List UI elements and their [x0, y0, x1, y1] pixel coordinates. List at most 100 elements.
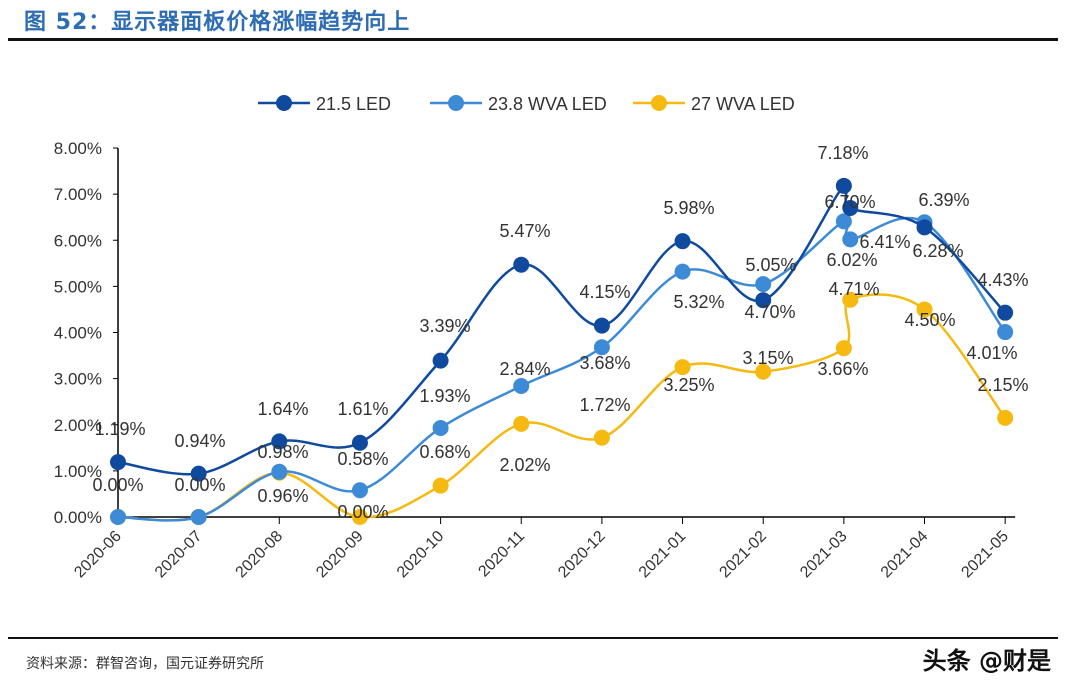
data-point: [842, 291, 859, 308]
data-label: 5.05%: [745, 255, 796, 275]
legend-marker: [448, 95, 464, 111]
x-tick-label: 2021-03: [797, 528, 851, 582]
data-label: 6.70%: [824, 192, 875, 212]
source-note: 资料来源：群智咨询，国元证券研究所: [26, 656, 264, 672]
data-point: [674, 263, 691, 280]
y-tick-label: 3.00%: [54, 370, 102, 389]
data-point: [190, 465, 207, 482]
data-label: 0.00%: [174, 475, 225, 495]
data-label: 5.32%: [673, 292, 724, 312]
data-point: [432, 477, 449, 494]
data-point: [190, 509, 207, 525]
data-label: 3.15%: [742, 348, 793, 368]
legend-label: 23.8 WVA LED: [488, 94, 607, 114]
y-tick-label: 8.00%: [54, 139, 102, 158]
series-21-5-led: [110, 177, 1014, 482]
data-point: [432, 419, 449, 436]
data-label: 4.15%: [579, 282, 630, 302]
data-point: [110, 454, 126, 471]
series-line: [117, 293, 1007, 522]
data-point: [997, 324, 1014, 341]
data-label: 1.64%: [257, 399, 308, 419]
data-point: [755, 363, 772, 380]
data-label: 4.01%: [966, 343, 1017, 363]
line-chart: 0.00%1.00%2.00%3.00%4.00%5.00%6.00%7.00%…: [54, 94, 1029, 582]
data-label: 3.25%: [663, 375, 714, 395]
data-label: 1.19%: [94, 419, 145, 439]
data-point: [271, 463, 288, 480]
data-point: [755, 276, 772, 293]
data-label: 3.39%: [419, 316, 470, 336]
legend-item: 27 WVA LED: [633, 94, 795, 114]
x-tick-label: 2020-11: [475, 528, 528, 581]
data-point: [513, 256, 530, 273]
legend-marker: [651, 95, 667, 111]
y-tick-label: 5.00%: [54, 277, 102, 296]
data-point: [351, 434, 368, 451]
data-label: 7.18%: [817, 143, 868, 163]
data-label: 0.68%: [419, 442, 470, 462]
data-label: 4.43%: [977, 270, 1028, 290]
x-tick-label: 2020-09: [313, 528, 367, 582]
data-point: [916, 301, 933, 318]
y-tick-label: 1.00%: [54, 462, 102, 481]
data-point: [513, 378, 530, 395]
x-tick-label: 2020-10: [394, 528, 448, 582]
x-tick-label: 2020-08: [233, 528, 287, 582]
data-point: [351, 509, 368, 525]
legend-marker: [276, 95, 292, 111]
data-label: 6.28%: [912, 241, 963, 261]
data-label: 0.94%: [174, 431, 225, 451]
legend-item: 21.5 LED: [258, 94, 391, 114]
top-divider: [8, 38, 1058, 41]
data-point: [593, 317, 610, 334]
data-label: 0.00%: [337, 502, 388, 522]
data-point: [674, 359, 691, 376]
data-point: [835, 340, 852, 357]
y-tick-label: 6.00%: [54, 231, 102, 250]
x-tick-label: 2021-04: [878, 528, 932, 582]
x-tick-label: 2020-06: [71, 528, 125, 582]
data-point: [835, 213, 852, 230]
data-point: [513, 415, 530, 432]
figure-title: 图 52：显示器面板价格涨幅趋势向上: [24, 10, 411, 35]
data-label: 4.71%: [828, 279, 879, 299]
data-point: [997, 409, 1014, 426]
y-tick-label: 4.00%: [54, 324, 102, 343]
data-point: [271, 433, 288, 450]
data-label: 0.98%: [257, 442, 308, 462]
data-label: 4.70%: [744, 302, 795, 322]
data-label: 5.98%: [663, 198, 714, 218]
data-label: 0.58%: [337, 449, 388, 469]
data-point: [842, 199, 859, 216]
y-tick-label: 7.00%: [54, 185, 102, 204]
data-point: [755, 292, 772, 309]
data-point: [351, 482, 368, 499]
data-label: 6.41%: [859, 232, 910, 252]
data-label: 2.15%: [977, 375, 1028, 395]
legend-item: 23.8 WVA LED: [430, 94, 607, 114]
series-23-8-wva-led: [110, 213, 1014, 525]
data-point: [432, 352, 449, 369]
legend-label: 27 WVA LED: [691, 94, 795, 114]
x-tick-label: 2020-12: [555, 528, 609, 582]
y-tick-label: 2.00%: [54, 416, 102, 435]
data-label: 3.66%: [817, 359, 868, 379]
data-point: [842, 231, 859, 248]
data-point: [835, 177, 852, 194]
data-label: 1.93%: [419, 386, 470, 406]
x-tick-label: 2021-01: [636, 528, 690, 582]
data-label: 0.00%: [92, 475, 143, 495]
data-label: 0.96%: [257, 486, 308, 506]
data-label: 6.39%: [918, 190, 969, 210]
x-tick-label: 2021-05: [958, 528, 1012, 582]
data-label: 6.02%: [826, 250, 877, 270]
data-label: 1.72%: [579, 395, 630, 415]
data-label: 4.50%: [904, 310, 955, 330]
watermark: 头条 @财是: [922, 647, 1051, 675]
data-point: [593, 339, 610, 356]
data-label: 2.02%: [499, 455, 550, 475]
data-label: 2.84%: [499, 359, 550, 379]
data-point: [110, 509, 126, 525]
data-label: 3.68%: [579, 353, 630, 373]
